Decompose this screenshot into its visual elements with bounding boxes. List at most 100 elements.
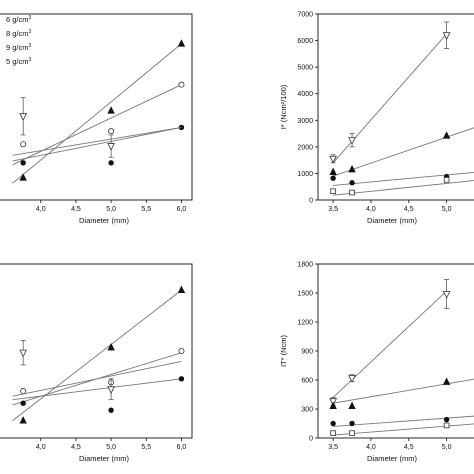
fit-line <box>12 43 182 184</box>
data-point <box>349 189 355 196</box>
data-point <box>330 188 336 195</box>
fit-line <box>12 127 182 162</box>
chart-panel-top-right: 3,5 4,0 4,5 5,0 0 1000 2000 3000 4000 5000 6000 700… <box>279 12 474 225</box>
series-square-open <box>330 422 474 436</box>
y-tick-label: 1000 <box>297 171 313 178</box>
x-tick-label: 3,5 <box>328 206 338 213</box>
plot-area <box>329 21 474 196</box>
x-tick-label: 6,0 <box>177 444 187 451</box>
data-point <box>330 420 336 427</box>
chart-panel-bottom-left: 4,0 4,5 5,0 5,5 6,0 Diameter (mm) <box>0 263 193 463</box>
data-point <box>178 81 185 88</box>
x-tick-label: 5,5 <box>141 206 151 213</box>
series-circle-open <box>12 81 185 166</box>
x-tick-label: 4,5 <box>404 444 414 451</box>
data-point <box>329 401 337 410</box>
x-axis-label: Diameter (mm) <box>367 454 418 463</box>
legend-label: 6 g/cm3 <box>6 15 32 24</box>
legend-label-sup: 3 <box>29 43 32 49</box>
x-tick-label: 5,0 <box>442 444 452 451</box>
data-point <box>443 177 450 183</box>
data-point <box>20 388 27 395</box>
data-point <box>329 155 337 164</box>
legend-label-text: 8 g/cm <box>6 29 29 38</box>
legend-label-text: 5 g/cm <box>6 57 29 66</box>
x-tick-label: 4,0 <box>366 444 376 451</box>
series-triangle-up <box>12 39 186 184</box>
series-circle-filled <box>330 171 474 186</box>
x-tick-label: 4,0 <box>366 206 376 213</box>
series-circle-filled <box>12 124 185 166</box>
data-point <box>20 160 26 166</box>
data-point <box>349 430 355 436</box>
y-axis-label: IT* (Ncm) <box>279 334 288 367</box>
y-tick-label: 300 <box>301 407 313 414</box>
data-point <box>108 128 115 135</box>
x-tick-label: 3,5 <box>328 444 338 451</box>
y-tick-label: 5000 <box>297 65 313 72</box>
plot-area <box>12 285 186 424</box>
series-circle-filled <box>330 415 474 427</box>
data-point <box>177 285 186 294</box>
x-tick-label: 6,0 <box>177 206 187 213</box>
chart-panel-bottom-right: 3,5 4,0 4,5 5,0 0 300 600 900 1200 1500 1800 IT* (N… <box>279 262 474 463</box>
fit-line <box>12 127 182 156</box>
data-point <box>442 377 451 385</box>
series-triangle-down-open <box>329 21 451 164</box>
plot-frame <box>0 263 193 439</box>
data-point <box>443 422 450 429</box>
x-axis-label: Diameter (mm) <box>367 216 418 225</box>
data-point <box>107 343 115 351</box>
legend-label-sup: 3 <box>29 57 32 63</box>
data-point <box>330 175 336 181</box>
data-point <box>348 137 356 145</box>
data-point <box>330 430 336 436</box>
y-tick-label: 1800 <box>297 262 313 269</box>
series-triangle-up <box>329 377 474 410</box>
y-tick-label: 0 <box>309 198 313 205</box>
y-tick-label: 4000 <box>297 91 313 98</box>
data-point <box>19 349 28 358</box>
legend-label-text: 9 g/cm <box>6 43 29 52</box>
data-point <box>20 400 26 406</box>
fit-line <box>12 289 182 421</box>
fit-line <box>333 378 474 404</box>
y-tick-label: 1500 <box>297 291 313 298</box>
x-tick-label: 4,5 <box>71 444 81 451</box>
series-triangle-up <box>12 285 186 424</box>
data-point <box>178 347 185 354</box>
data-point <box>349 420 355 427</box>
y-tick-label: 2000 <box>297 144 313 151</box>
x-tick-label: 4,0 <box>36 206 46 213</box>
legend-label: 8 g/cm3 <box>6 29 32 38</box>
legend-label: 9 g/cm3 <box>6 43 32 52</box>
data-point <box>329 167 337 175</box>
data-point <box>19 416 27 424</box>
legend-label-sup: 3 <box>29 29 32 35</box>
data-point <box>442 131 451 139</box>
fit-line <box>332 127 474 177</box>
fit-line <box>333 180 474 196</box>
x-axis-label: Diameter (mm) <box>79 454 130 463</box>
y-tick-label: 900 <box>301 349 313 356</box>
fit-line <box>333 423 474 436</box>
data-point <box>442 290 451 299</box>
data-point <box>348 401 356 410</box>
data-point <box>177 39 186 47</box>
plot-area <box>329 279 474 436</box>
x-tick-label: 5,0 <box>106 444 116 451</box>
series-triangle-down-open <box>12 97 182 158</box>
series-triangle-down-open <box>12 340 182 401</box>
x-tick-label: 5,5 <box>141 444 151 451</box>
data-point <box>107 386 115 394</box>
series-triangle-down-open <box>329 279 451 406</box>
y-tick-label: 6000 <box>297 38 313 45</box>
y-tick-label: 7000 <box>297 12 313 19</box>
fit-line <box>12 360 182 397</box>
fit-line <box>333 171 474 186</box>
data-point <box>108 407 114 413</box>
fit-line <box>12 378 182 401</box>
